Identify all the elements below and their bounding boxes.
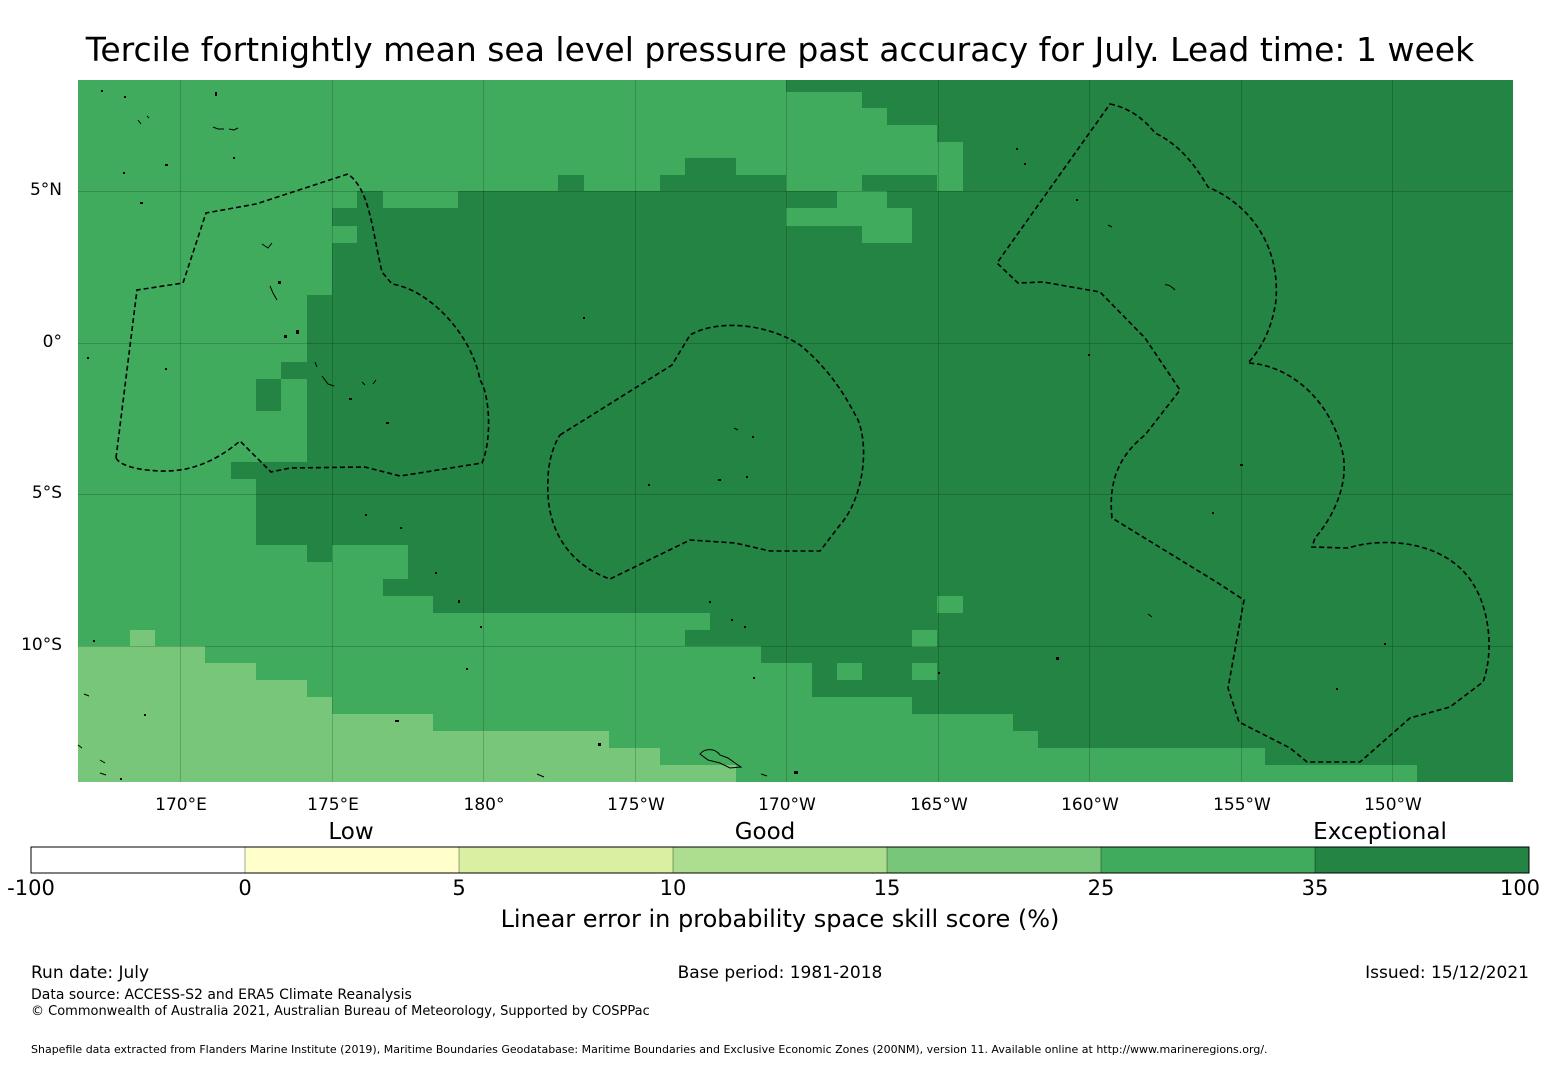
lon-label: 180°: [463, 795, 505, 815]
lat-label: 5°N: [29, 180, 62, 200]
lon-label: 155°W: [1213, 795, 1271, 815]
colorbar-tick-label: 15: [873, 876, 901, 900]
colorbar-tick-label: 100: [1499, 876, 1541, 900]
eez-boundaries: [115, 103, 1490, 763]
colorbar-swatch-10-15: [673, 847, 887, 873]
lon-label: 170°E: [155, 795, 207, 815]
lat-label: 0°: [42, 332, 62, 352]
colorbar-tick-label: 25: [1087, 876, 1115, 900]
skill-patch: [937, 596, 963, 613]
map-title: Tercile fortnightly mean sea level press…: [85, 30, 1475, 69]
coastlines: [77, 115, 1176, 778]
skill-patch: [256, 379, 281, 411]
colorbar-swatch-neg: [31, 847, 245, 873]
colorbar: [30, 846, 1530, 874]
skill-region-35-100: [231, 80, 1513, 782]
lon-label: 165°W: [910, 795, 968, 815]
colorbar-category-low: Low: [328, 819, 374, 845]
colorbar-swatch-15-25: [887, 847, 1101, 873]
tiny-islands: [87, 90, 1386, 780]
skill-patch: [912, 663, 937, 680]
shapefile-credit: Shapefile data extracted from Flanders M…: [31, 1043, 1268, 1056]
lon-label: 175°W: [607, 795, 665, 815]
colorbar-swatch-25-35: [1101, 847, 1315, 873]
colorbar-category-exceptional: Exceptional: [1313, 819, 1447, 845]
colorbar-category-good: Good: [734, 819, 796, 845]
colorbar-tick-label: -100: [7, 876, 55, 900]
skill-patch: [136, 630, 155, 647]
skill-patch: [837, 663, 862, 680]
eez-tokelau: [547, 324, 865, 580]
lat-label: 5°S: [31, 483, 62, 503]
colorbar-swatch-35-100: [1315, 847, 1529, 873]
colorbar-tick-label: 0: [238, 876, 252, 900]
skill-patch: [332, 226, 357, 243]
skill-patch: [1493, 765, 1513, 782]
copyright: © Commonwealth of Australia 2021, Austra…: [31, 1004, 650, 1019]
colorbar-swatch-0-5: [245, 847, 459, 873]
lon-label: 150°W: [1364, 795, 1422, 815]
skill-patch: [383, 191, 458, 208]
eez-kiribati-gilberts: [115, 173, 490, 477]
skill-region-15-25: [78, 630, 736, 782]
lat-label: 10°S: [21, 635, 62, 655]
eez-kiribati-lines: [995, 103, 1490, 763]
skill-patch: [332, 545, 408, 579]
data-source: Data source: ACCESS-S2 and ERA5 Climate …: [31, 987, 412, 1003]
skill-patch: [281, 379, 307, 424]
skill-patch: [408, 596, 433, 613]
colorbar-swatch-5-10: [459, 847, 673, 873]
colorbar-tick-label: 5: [452, 876, 466, 900]
colorbar-title: Linear error in probability space skill …: [500, 905, 1060, 933]
lon-label: 170°W: [758, 795, 816, 815]
colorbar-tick-label: 10: [659, 876, 687, 900]
graticule: [78, 80, 1513, 782]
lon-label: 175°E: [307, 795, 359, 815]
skill-patch: [912, 630, 937, 647]
base-period: Base period: 1981-2018: [677, 963, 883, 983]
colorbar-tick-label: 35: [1301, 876, 1329, 900]
lon-label: 160°W: [1061, 795, 1119, 815]
run-date: Run date: July: [31, 963, 150, 983]
issued-date: Issued: 15/12/2021: [1365, 963, 1529, 983]
